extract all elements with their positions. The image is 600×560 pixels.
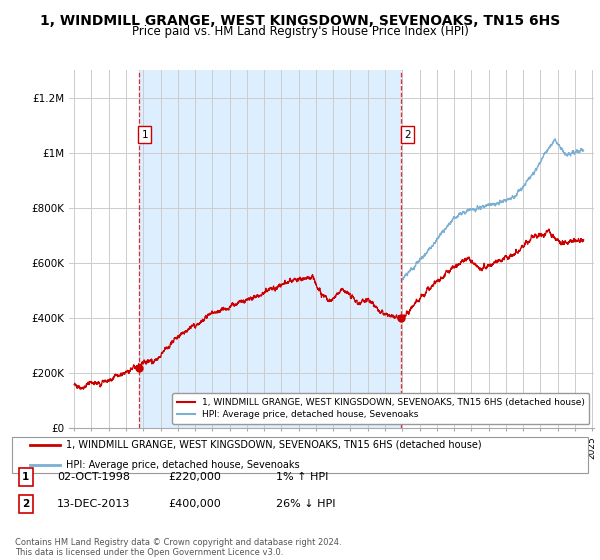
Text: Price paid vs. HM Land Registry's House Price Index (HPI): Price paid vs. HM Land Registry's House … [131, 25, 469, 38]
Text: 1, WINDMILL GRANGE, WEST KINGSDOWN, SEVENOAKS, TN15 6HS: 1, WINDMILL GRANGE, WEST KINGSDOWN, SEVE… [40, 14, 560, 28]
Bar [139, 70, 401, 428]
Text: 26% ↓ HPI: 26% ↓ HPI [276, 499, 335, 509]
Text: £220,000: £220,000 [168, 472, 221, 482]
Text: 13-DEC-2013: 13-DEC-2013 [57, 499, 130, 509]
Text: 2: 2 [404, 129, 410, 139]
Text: £400,000: £400,000 [168, 499, 221, 509]
Text: 2: 2 [22, 499, 29, 509]
Text: 1: 1 [142, 129, 148, 139]
Text: 02-OCT-1998: 02-OCT-1998 [57, 472, 130, 482]
Text: 1, WINDMILL GRANGE, WEST KINGSDOWN, SEVENOAKS, TN15 6HS (detached house): 1, WINDMILL GRANGE, WEST KINGSDOWN, SEVE… [66, 440, 482, 450]
Text: Contains HM Land Registry data © Crown copyright and database right 2024.
This d: Contains HM Land Registry data © Crown c… [15, 538, 341, 557]
Text: HPI: Average price, detached house, Sevenoaks: HPI: Average price, detached house, Seve… [66, 460, 299, 470]
Text: 1: 1 [22, 472, 29, 482]
Legend: 1, WINDMILL GRANGE, WEST KINGSDOWN, SEVENOAKS, TN15 6HS (detached house), HPI: A: 1, WINDMILL GRANGE, WEST KINGSDOWN, SEVE… [172, 393, 589, 424]
Text: 1% ↑ HPI: 1% ↑ HPI [276, 472, 328, 482]
